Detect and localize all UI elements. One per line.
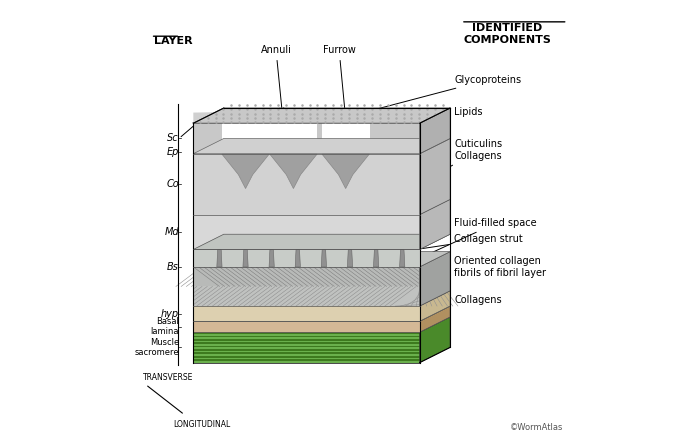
Polygon shape — [193, 347, 419, 349]
Polygon shape — [193, 306, 450, 321]
Text: Oriented collagen
fibrils of fibril layer: Oriented collagen fibrils of fibril laye… — [424, 256, 547, 286]
Text: Fluid-filled space: Fluid-filled space — [423, 219, 537, 257]
Text: Furrow: Furrow — [323, 45, 356, 115]
Polygon shape — [193, 361, 419, 363]
Polygon shape — [193, 317, 450, 332]
Polygon shape — [193, 341, 419, 343]
Polygon shape — [193, 250, 419, 267]
Text: LONGITUDINAL: LONGITUDINAL — [174, 420, 231, 429]
Polygon shape — [193, 321, 419, 332]
Polygon shape — [270, 154, 317, 188]
Polygon shape — [193, 112, 225, 123]
Polygon shape — [193, 356, 419, 357]
Text: Cuticulins
Collagens: Cuticulins Collagens — [423, 139, 503, 182]
Polygon shape — [419, 291, 450, 321]
Polygon shape — [269, 250, 274, 267]
Text: Annuli: Annuli — [260, 45, 291, 112]
Polygon shape — [243, 250, 248, 267]
Polygon shape — [222, 154, 270, 188]
Polygon shape — [193, 357, 419, 359]
Polygon shape — [193, 351, 419, 353]
Text: Bs: Bs — [167, 262, 179, 272]
Polygon shape — [193, 353, 419, 354]
Polygon shape — [193, 343, 419, 344]
Polygon shape — [193, 334, 419, 336]
Polygon shape — [217, 250, 222, 267]
Text: hyp: hyp — [161, 309, 179, 319]
Polygon shape — [419, 138, 450, 215]
Polygon shape — [317, 123, 322, 154]
Polygon shape — [295, 250, 300, 267]
Polygon shape — [193, 336, 419, 337]
Polygon shape — [370, 123, 419, 154]
Polygon shape — [193, 346, 419, 347]
Polygon shape — [193, 286, 419, 306]
Text: Basal
lamina: Basal lamina — [150, 317, 179, 336]
Text: Ep: Ep — [167, 147, 179, 156]
Polygon shape — [193, 108, 450, 123]
Polygon shape — [317, 113, 322, 123]
Polygon shape — [419, 199, 450, 250]
Polygon shape — [193, 339, 419, 341]
Polygon shape — [193, 123, 222, 154]
Text: Co: Co — [166, 179, 179, 189]
Polygon shape — [193, 291, 450, 306]
Polygon shape — [193, 252, 450, 267]
Text: Muscle
sacromere: Muscle sacromere — [134, 338, 179, 357]
Polygon shape — [193, 215, 419, 250]
Polygon shape — [193, 306, 419, 321]
Polygon shape — [347, 250, 353, 267]
Text: Md: Md — [164, 227, 179, 237]
Text: ©WormAtlas: ©WormAtlas — [510, 423, 564, 432]
Polygon shape — [374, 250, 379, 267]
Polygon shape — [193, 154, 419, 155]
Polygon shape — [193, 349, 419, 351]
Text: Lipids: Lipids — [439, 107, 483, 119]
Polygon shape — [193, 267, 419, 286]
Polygon shape — [193, 354, 419, 356]
Polygon shape — [400, 250, 405, 267]
Text: IDENTIFIED
COMPONENTS: IDENTIFIED COMPONENTS — [463, 23, 551, 45]
Polygon shape — [193, 154, 419, 215]
Text: Collagens: Collagens — [424, 294, 502, 314]
Polygon shape — [322, 154, 370, 188]
Text: Collagen strut: Collagen strut — [333, 233, 523, 263]
Polygon shape — [419, 252, 450, 306]
Polygon shape — [193, 359, 419, 361]
Text: LAYER: LAYER — [154, 36, 192, 46]
Polygon shape — [193, 321, 419, 332]
Polygon shape — [370, 112, 426, 123]
Polygon shape — [193, 234, 450, 250]
Text: Glycoproteins: Glycoproteins — [356, 75, 522, 116]
Polygon shape — [193, 337, 419, 339]
Polygon shape — [193, 306, 419, 321]
Polygon shape — [193, 344, 419, 346]
Polygon shape — [419, 306, 450, 332]
Text: TRANSVERSE: TRANSVERSE — [144, 373, 194, 382]
Polygon shape — [321, 250, 326, 267]
Polygon shape — [419, 108, 450, 154]
Polygon shape — [193, 138, 450, 154]
Polygon shape — [193, 332, 419, 334]
Text: Sc: Sc — [167, 134, 179, 144]
Polygon shape — [419, 317, 450, 363]
